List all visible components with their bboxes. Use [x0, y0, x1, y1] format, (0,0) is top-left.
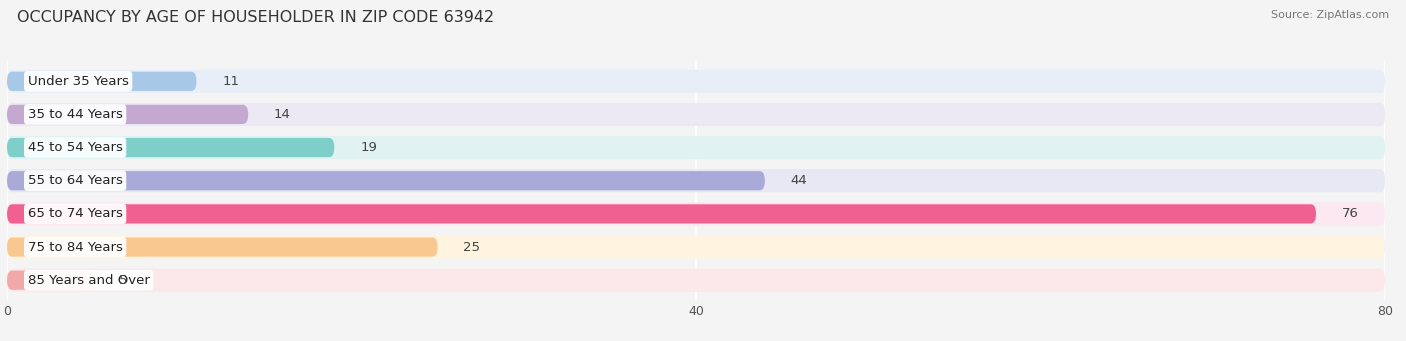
- Text: 75 to 84 Years: 75 to 84 Years: [28, 240, 122, 254]
- Text: Source: ZipAtlas.com: Source: ZipAtlas.com: [1271, 10, 1389, 20]
- Text: 25: 25: [464, 240, 481, 254]
- Text: OCCUPANCY BY AGE OF HOUSEHOLDER IN ZIP CODE 63942: OCCUPANCY BY AGE OF HOUSEHOLDER IN ZIP C…: [17, 10, 494, 25]
- FancyBboxPatch shape: [7, 138, 335, 157]
- Text: 55 to 64 Years: 55 to 64 Years: [28, 174, 122, 187]
- FancyBboxPatch shape: [7, 269, 1385, 292]
- Text: 35 to 44 Years: 35 to 44 Years: [28, 108, 122, 121]
- FancyBboxPatch shape: [7, 103, 1385, 126]
- FancyBboxPatch shape: [7, 270, 93, 290]
- FancyBboxPatch shape: [7, 72, 197, 91]
- Text: 5: 5: [120, 274, 128, 287]
- FancyBboxPatch shape: [7, 136, 1385, 159]
- Text: 45 to 54 Years: 45 to 54 Years: [28, 141, 122, 154]
- FancyBboxPatch shape: [7, 169, 1385, 192]
- FancyBboxPatch shape: [7, 202, 1385, 225]
- Text: 85 Years and Over: 85 Years and Over: [28, 274, 149, 287]
- Text: Under 35 Years: Under 35 Years: [28, 75, 128, 88]
- FancyBboxPatch shape: [7, 235, 1385, 258]
- FancyBboxPatch shape: [7, 204, 1316, 223]
- FancyBboxPatch shape: [7, 70, 1385, 93]
- Text: 14: 14: [274, 108, 291, 121]
- Text: 11: 11: [222, 75, 239, 88]
- FancyBboxPatch shape: [7, 105, 249, 124]
- Text: 65 to 74 Years: 65 to 74 Years: [28, 207, 122, 220]
- Text: 19: 19: [360, 141, 377, 154]
- Text: 44: 44: [790, 174, 807, 187]
- FancyBboxPatch shape: [7, 237, 437, 257]
- Text: 76: 76: [1341, 207, 1358, 220]
- FancyBboxPatch shape: [7, 171, 765, 190]
